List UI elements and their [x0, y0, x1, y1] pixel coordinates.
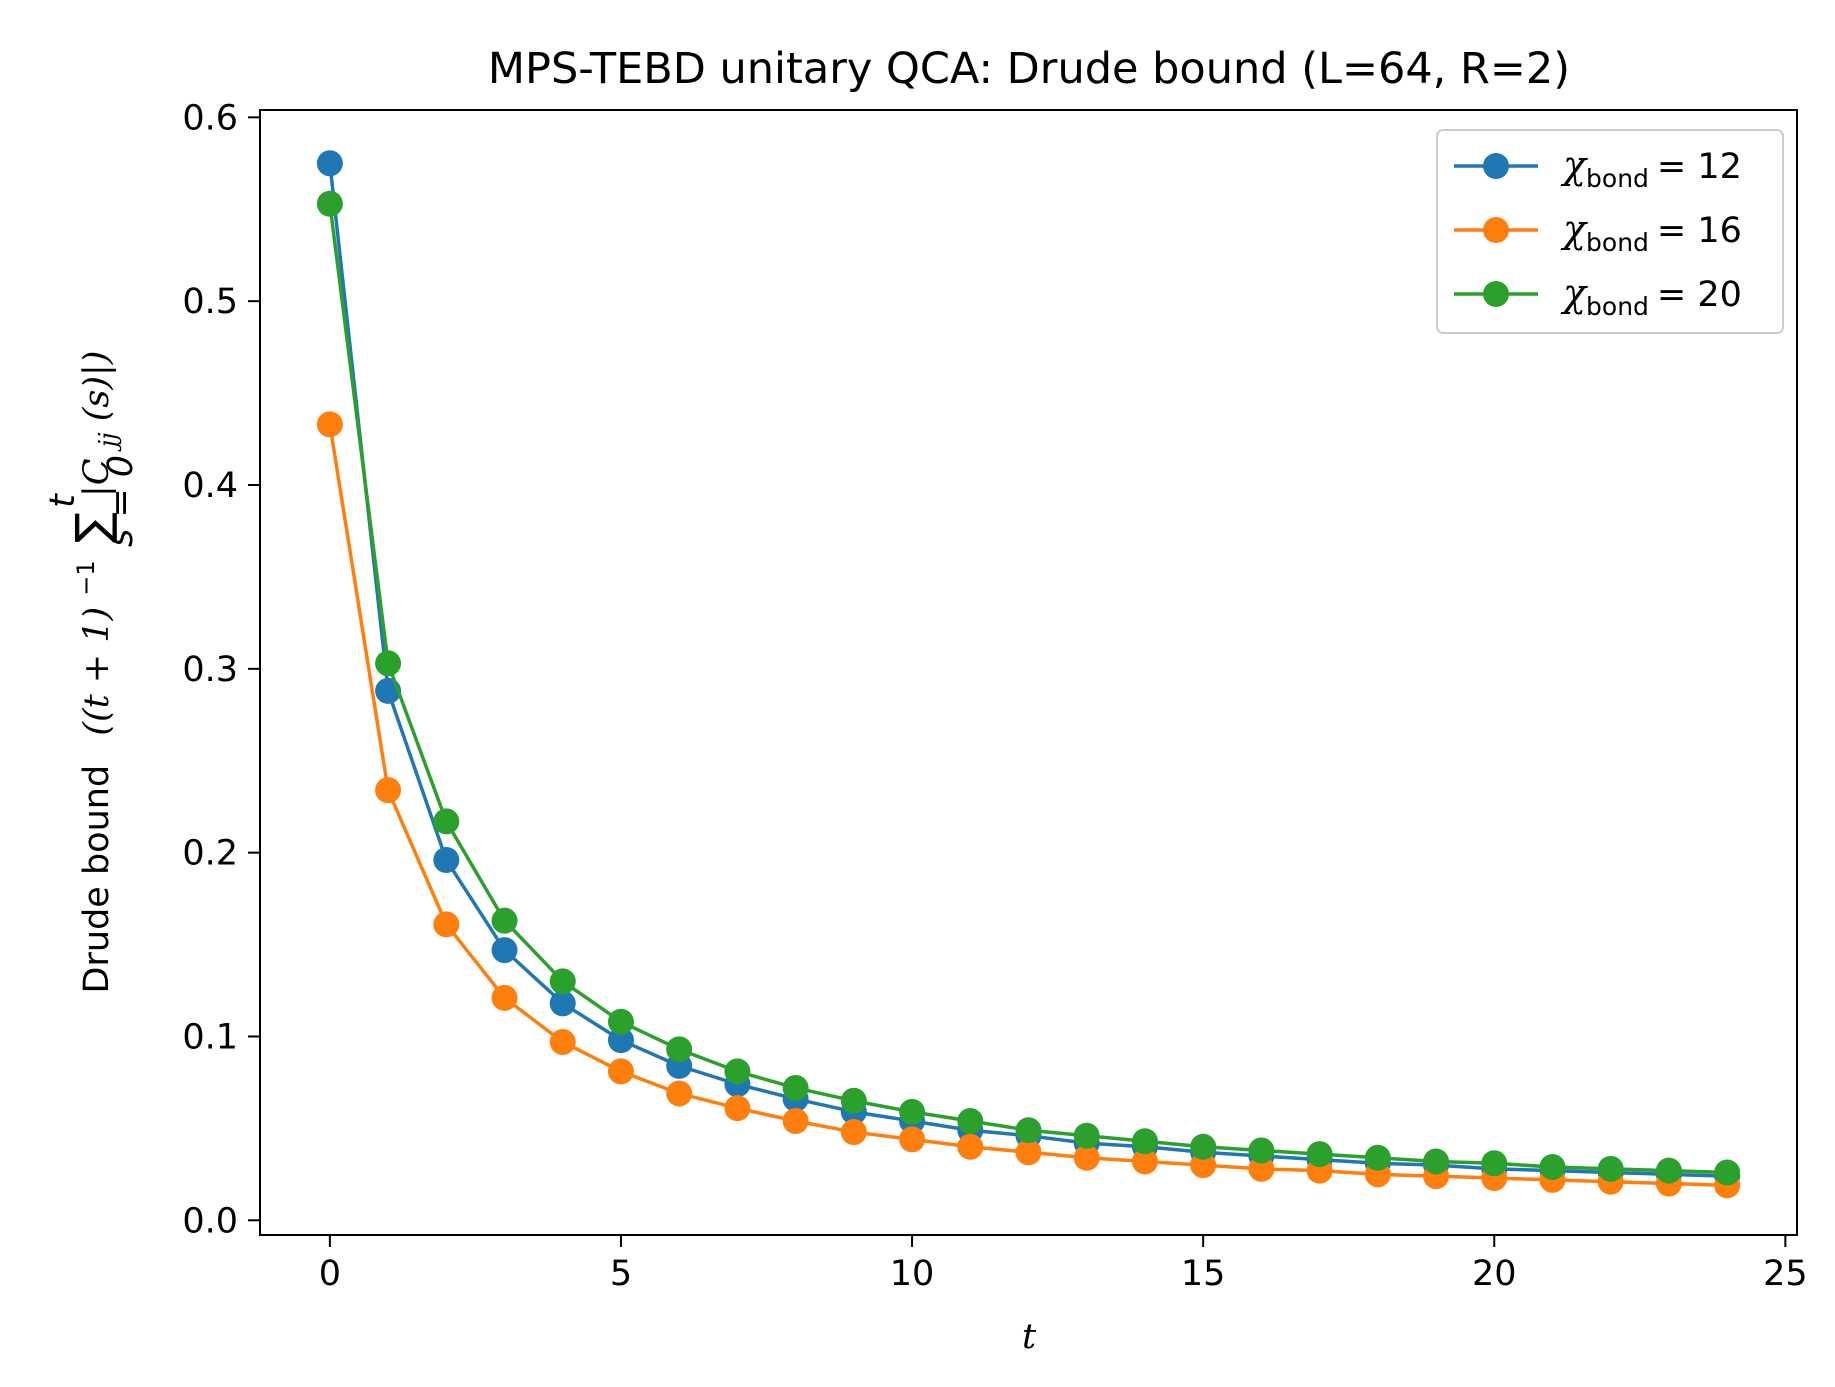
data-point: [1015, 1117, 1042, 1144]
data-point: [1714, 1159, 1741, 1186]
data-point: [840, 1087, 867, 1114]
data-point: [316, 190, 343, 217]
data-point: [1131, 1128, 1158, 1155]
data-point: [782, 1108, 809, 1135]
y-axis-label-sum-upper: t: [43, 493, 83, 508]
series-1: [316, 411, 1741, 1199]
data-point: [1423, 1148, 1450, 1175]
y-tick-label: 0.4: [182, 466, 238, 506]
chart-title: MPS-TEBD unitary QCA: Drude bound (L=64,…: [488, 44, 1570, 94]
y-axis-label-sum-lower: s = 0: [101, 455, 141, 547]
data-point: [607, 1008, 634, 1035]
data-point: [1306, 1141, 1333, 1168]
data-point: [899, 1126, 926, 1153]
y-axis-label-open: ((t + 1): [77, 607, 117, 736]
y-tick-label: 0.5: [182, 282, 238, 322]
y-axis-ticks: 0.0 0.1 0.2 0.3 0.4 0.5 0.6: [182, 98, 260, 1241]
data-point: [1190, 1152, 1217, 1179]
x-tick-label: 10: [890, 1254, 935, 1294]
y-axis-label: Drude bound ((t + 1) −1 ∑ |C jj (s)|) t …: [43, 351, 141, 994]
data-point: [1131, 1148, 1158, 1175]
y-tick-label: 0.1: [182, 1017, 238, 1057]
y-axis-label-term: |C: [77, 458, 117, 497]
legend: χbond = 12 χbond = 16 χbond = 20: [1436, 129, 1784, 334]
data-point: [607, 1027, 634, 1054]
x-axis-label: t: [1022, 1317, 1037, 1357]
legend-marker: [1483, 281, 1509, 307]
data-point: [1655, 1157, 1682, 1184]
data-point: [433, 847, 460, 873]
data-point: [549, 990, 576, 1017]
data-point: [607, 1058, 634, 1085]
legend-entries: χbond = 12 χbond = 16 χbond = 20: [1454, 143, 1742, 321]
data-point: [1364, 1144, 1391, 1171]
y-tick-label: 0.2: [182, 834, 238, 874]
data-point: [899, 1098, 926, 1125]
x-tick-label: 20: [1472, 1254, 1517, 1294]
data-point: [549, 968, 576, 995]
series-2: [316, 190, 1741, 1186]
legend-label: χbond = 16: [1560, 207, 1742, 257]
legend-entry-1: χbond = 16: [1454, 207, 1742, 257]
data-point: [957, 1108, 984, 1135]
data-point: [1597, 1155, 1624, 1182]
y-axis-label-exponent: −1: [72, 560, 100, 595]
y-axis-label-sum: ∑: [65, 512, 119, 543]
data-point: [724, 1095, 751, 1122]
y-axis-label-term-rest: (s)|): [77, 351, 117, 422]
data-point: [840, 1119, 867, 1146]
data-point: [316, 411, 343, 438]
data-point: [491, 984, 518, 1011]
legend-box: [1436, 129, 1784, 334]
legend-entry-0: χbond = 12: [1454, 143, 1742, 193]
x-tick-label: 15: [1181, 1254, 1226, 1294]
data-point: [491, 907, 518, 934]
data-point: [375, 777, 402, 804]
x-tick-label: 5: [610, 1254, 632, 1294]
data-point: [316, 150, 343, 177]
data-point: [1539, 1153, 1566, 1180]
y-axis-label-term-sub: jj: [94, 432, 122, 452]
data-point: [1073, 1144, 1100, 1171]
legend-label: χbond = 20: [1560, 271, 1742, 321]
data-point: [1190, 1133, 1217, 1160]
legend-entry-2: χbond = 20: [1454, 271, 1742, 321]
legend-marker: [1483, 217, 1509, 243]
svg-text:Drude bound ((t + 1): Drude bound ((t + 1) −1 ∑ |C jj (s)|): [63, 351, 125, 994]
legend-marker: [1483, 153, 1509, 179]
data-point: [957, 1133, 984, 1160]
data-point: [491, 937, 518, 964]
x-tick-label: 25: [1763, 1254, 1808, 1294]
y-tick-label: 0.3: [182, 650, 238, 690]
y-tick-label: 0.6: [182, 98, 238, 138]
data-point: [666, 1036, 693, 1063]
data-point: [1015, 1139, 1042, 1166]
x-tick-label: 0: [319, 1254, 341, 1294]
x-axis-ticks: 0 5 10 15 20 25: [319, 1235, 1808, 1294]
data-point: [433, 808, 460, 835]
axes-frame: [259, 109, 1798, 1236]
y-tick-label: 0.0: [182, 1201, 238, 1241]
data-point: [375, 650, 402, 677]
data-point: [782, 1074, 809, 1101]
series-layer: [316, 150, 1741, 1199]
data-point: [1248, 1137, 1275, 1164]
data-point: [433, 911, 460, 938]
data-point: [1481, 1150, 1508, 1177]
data-point: [666, 1080, 693, 1107]
data-point: [724, 1058, 751, 1085]
data-point: [1248, 1155, 1275, 1182]
y-axis-label-prefix: Drude bound: [77, 765, 117, 994]
data-point: [549, 1028, 576, 1055]
data-point: [1073, 1122, 1100, 1149]
legend-label: χbond = 12: [1560, 143, 1742, 193]
